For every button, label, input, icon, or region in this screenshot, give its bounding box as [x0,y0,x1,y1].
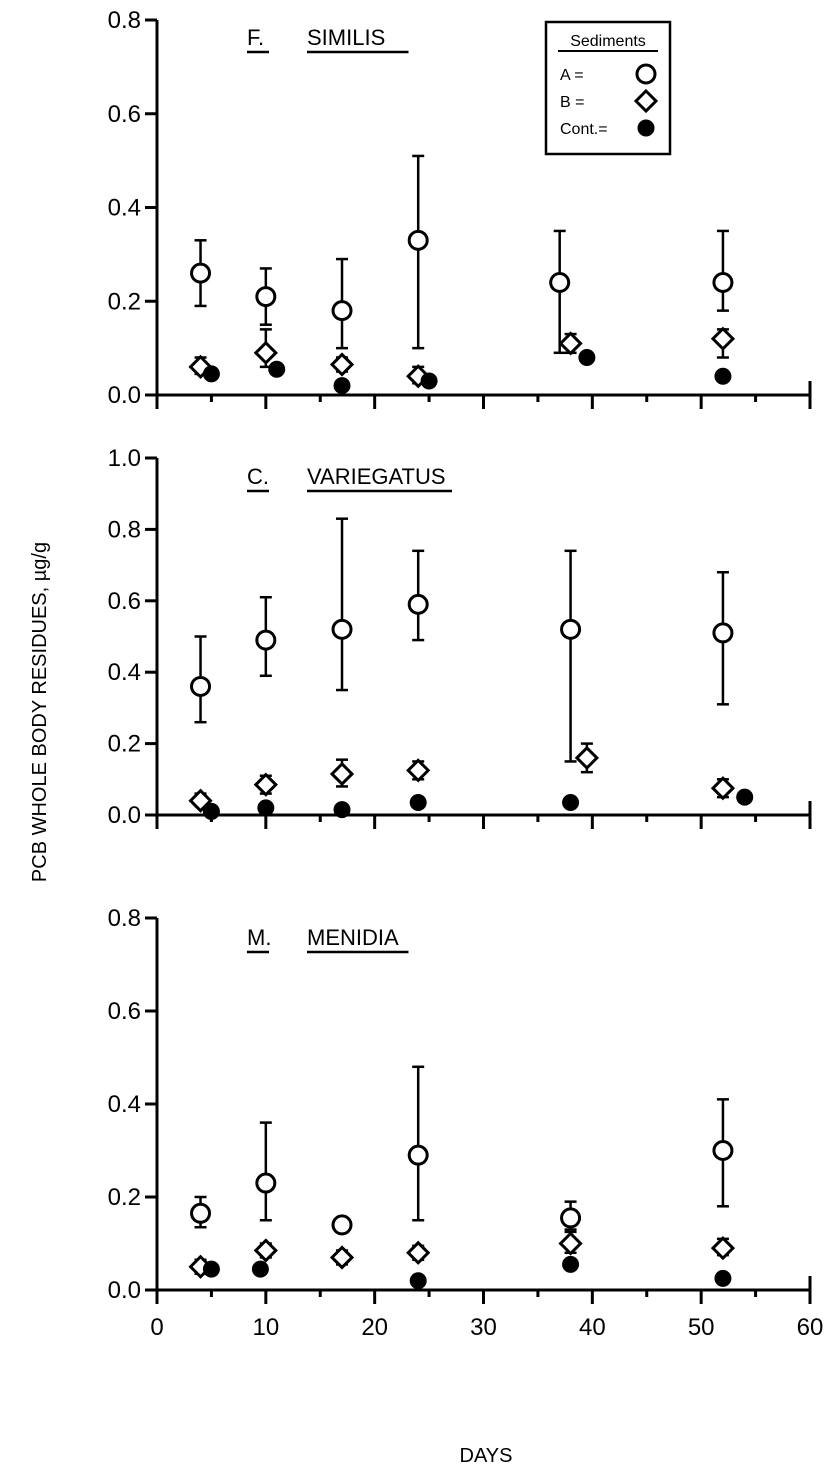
y-tick-label: 0.8 [108,7,141,34]
open-diamond-marker [574,745,600,771]
filled-circle-marker [257,799,275,817]
open-circle-marker [331,618,353,640]
open-circle-marker [560,1207,582,1229]
legend: Sediments A = B = Cont.= [544,20,672,156]
open-diamond-marker [710,776,736,801]
open-diamond-marker [253,772,278,797]
panel-similis: 0.0 0.2 0.4 0.6 0.8 F. SIMILIS Sediments A = B = C… [108,7,812,409]
y-tick-label: 0.8 [108,905,141,932]
filled-circle-marker [202,365,220,383]
open-diamond-marker [253,340,278,365]
filled-circle-marker [268,360,286,378]
x-tick-label: 20 [361,1314,388,1341]
open-circle-marker [331,300,353,322]
open-diamond-marker [558,331,583,356]
open-circle-marker [549,272,571,293]
open-circle-marker [712,622,734,644]
chart-panels: 0.0 0.2 0.4 0.6 0.8 F. SIMILIS Sediments A = B = C… [108,7,824,1341]
open-diamond-marker [633,88,659,114]
filled-circle-marker [714,367,732,385]
filled-circle-marker [562,1255,580,1273]
y-tick-label: 0.6 [108,588,141,615]
y-tick-label: 0.4 [108,1091,141,1118]
x-axis-title: DAYS [460,1445,513,1467]
panel-title-species: SIMILIS [307,25,385,50]
y-tick-label: 0.2 [108,288,141,315]
open-diamond-marker [558,1231,583,1256]
legend-entry-label: A = [560,67,584,84]
y-tick-label: 0.8 [108,516,141,543]
panel-title-species: MENIDIA [307,925,399,950]
filled-circle-marker [251,1260,269,1278]
x-tick-label: 30 [470,1314,497,1341]
open-diamond-marker [329,761,355,787]
filled-circle-marker [420,372,438,390]
open-circle-marker [635,63,657,85]
open-circle-marker [255,286,277,308]
open-diamond-marker [406,1240,431,1265]
filled-circle-marker [409,1272,427,1290]
panel-variegatus: 0.0 0.2 0.4 0.6 0.8 1.0 C. VARIEGATUS [108,445,812,829]
filled-circle-marker [202,1260,220,1278]
filled-circle-marker [637,119,655,137]
open-circle-marker [255,1172,277,1194]
legend-entry-label: Cont.= [560,121,608,138]
legend-title: Sediments [570,33,646,50]
x-tick-label: 50 [688,1314,715,1341]
y-tick-label: 0.2 [108,731,141,758]
open-diamond-marker [253,1238,278,1263]
x-tick-label: 0 [150,1314,163,1341]
y-tick-label: 0.0 [108,382,141,409]
filled-circle-marker [562,794,580,812]
open-circle-marker [407,229,429,251]
open-circle-marker [255,629,277,651]
x-tick-label: 40 [579,1314,606,1341]
y-tick-label: 0.4 [108,195,141,222]
open-circle-marker [407,593,429,615]
filled-circle-marker [578,349,596,366]
filled-circle-marker [333,801,351,819]
open-circle-marker [331,1214,353,1236]
panel-title-genus: F. [247,25,264,50]
open-circle-marker [712,272,734,293]
open-circle-marker [190,1202,212,1224]
open-circle-marker [560,618,582,640]
filled-circle-marker [202,802,220,820]
y-tick-label: 0.6 [108,101,141,128]
open-circle-marker [712,1140,734,1161]
x-tick-label: 10 [252,1314,279,1341]
filled-circle-marker [714,1269,732,1287]
open-diamond-marker [710,1236,736,1261]
panel-title-genus: C. [247,464,269,489]
y-axis-title: PCB WHOLE BODY RESIDUES, µg/g [29,542,51,882]
open-diamond-marker [329,352,355,377]
y-tick-label: 0.0 [108,802,141,829]
open-diamond-marker [406,758,431,783]
filled-circle-marker [736,788,754,806]
filled-circle-marker [333,377,351,395]
y-tick-label: 0.6 [108,998,141,1025]
open-diamond-marker [710,326,736,351]
open-circle-marker [190,675,212,697]
x-tick-label: 60 [797,1314,824,1341]
panel-title-genus: M. [247,925,271,950]
open-diamond-marker [329,1245,355,1270]
filled-circle-marker [409,794,427,812]
panel-menidia: 0.0 0.2 0.4 0.6 0.8 0 10 20 30 40 50 60 M. MENIDIA [108,905,824,1341]
panel-title-species: VARIEGATUS [307,464,446,489]
legend-entry-label: B = [560,94,584,111]
y-tick-label: 0.4 [108,659,141,686]
y-tick-label: 0.2 [108,1184,141,1211]
open-circle-marker [407,1144,429,1166]
open-circle-marker [190,262,212,284]
y-tick-label: 0.0 [108,1277,141,1304]
y-tick-label: 1.0 [108,445,141,472]
